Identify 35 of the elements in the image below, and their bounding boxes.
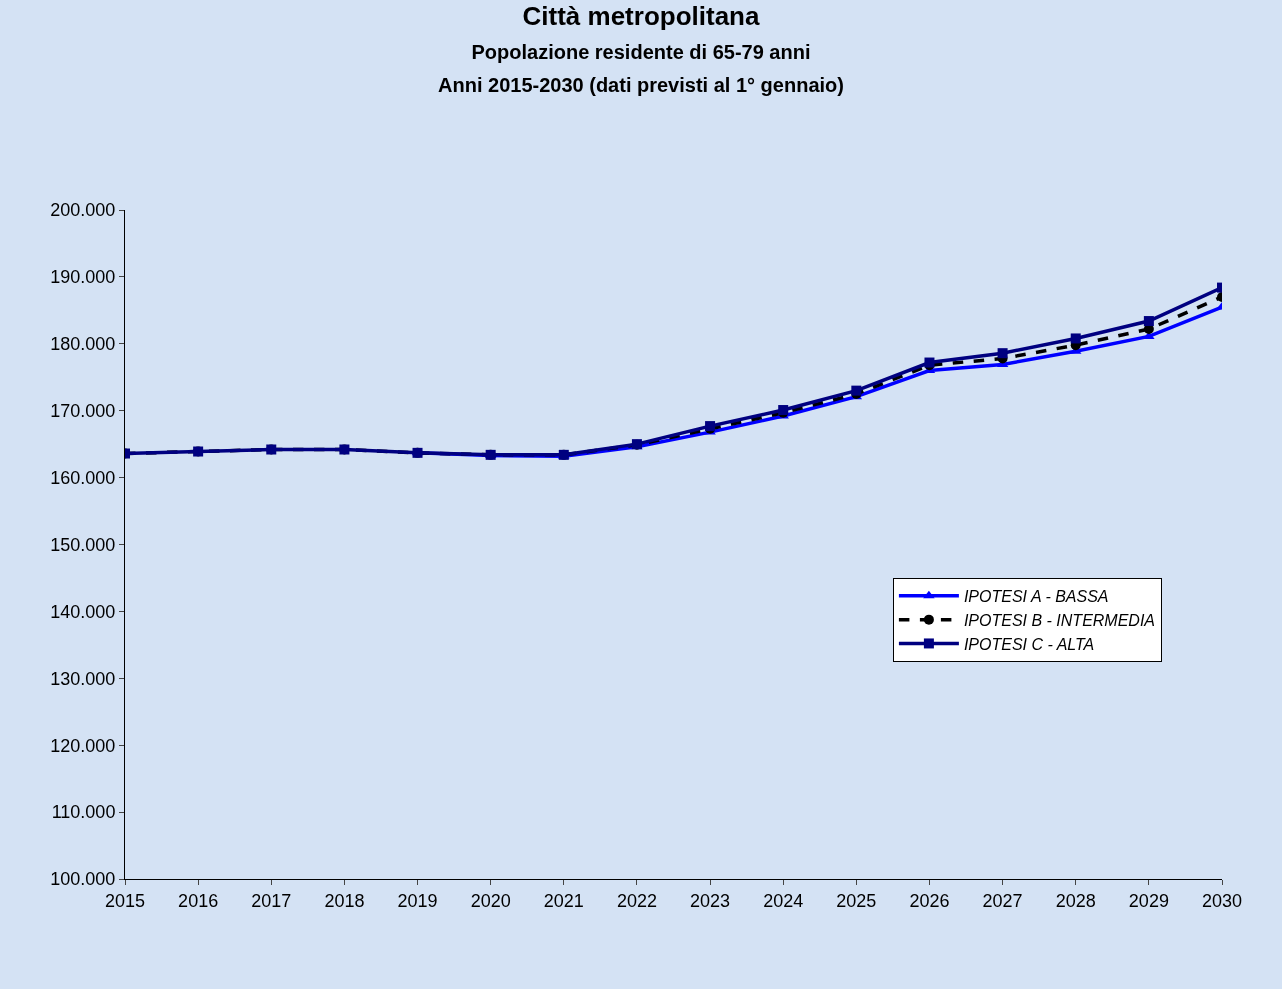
x-tick-label: 2018 bbox=[324, 890, 365, 911]
x-tick-label: 2021 bbox=[543, 890, 584, 911]
point bbox=[997, 348, 1008, 359]
chart-title: Città metropolitana bbox=[522, 0, 760, 31]
legend-label: IPOTESI B - INTERMEDIA bbox=[963, 611, 1156, 629]
legend-label: IPOTESI A - BASSA bbox=[963, 588, 1109, 606]
x-tick-label: 2028 bbox=[1055, 890, 1096, 911]
x-tick-label: 2029 bbox=[1128, 890, 1169, 911]
legend-label: IPOTESI C - ALTA bbox=[963, 635, 1095, 653]
point bbox=[1143, 316, 1154, 327]
x-tick-label: 2027 bbox=[982, 890, 1023, 911]
x-tick-label: 2030 bbox=[1201, 890, 1243, 911]
y-tick-label: 160.000 bbox=[50, 467, 116, 488]
y-tick-label: 140.000 bbox=[50, 601, 116, 622]
x-tick-label: 2024 bbox=[763, 890, 804, 911]
y-tick-label: 180.000 bbox=[50, 334, 116, 355]
y-tick-label: 150.000 bbox=[50, 534, 116, 555]
x-tick-label: 2025 bbox=[836, 890, 877, 911]
y-tick-label: 170.000 bbox=[50, 401, 116, 421]
x-tick-label: 2017 bbox=[251, 890, 292, 911]
y-tick-label: 200.000 bbox=[50, 200, 116, 221]
x-tick-label: 2020 bbox=[470, 890, 511, 911]
x-tick-label: 2022 bbox=[616, 890, 657, 911]
point bbox=[1070, 333, 1081, 344]
y-tick-label: 130.000 bbox=[50, 668, 116, 689]
x-tick-label: 2026 bbox=[909, 890, 950, 911]
x-tick-label: 2023 bbox=[690, 890, 731, 911]
y-tick-label: 120.000 bbox=[50, 735, 116, 756]
x-tick-label: 2015 bbox=[104, 890, 146, 911]
x-tick-label: 2019 bbox=[397, 890, 438, 911]
chart-subtitle: Popolazione residente di 65-79 anni Anni 2015-2030 (dati previsti al 1° gennaio) bbox=[438, 40, 844, 97]
x-tick-label: 2016 bbox=[178, 890, 219, 911]
y-tick-label: 190.000 bbox=[50, 267, 116, 288]
y-tick-label: 110.000 bbox=[51, 802, 116, 823]
y-tick-label: 100.000 bbox=[50, 869, 116, 890]
